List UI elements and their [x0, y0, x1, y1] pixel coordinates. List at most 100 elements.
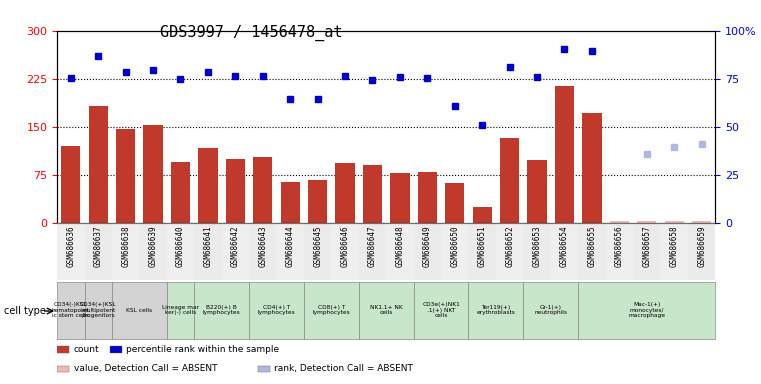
Text: NK1.1+ NK
cells: NK1.1+ NK cells: [370, 305, 403, 316]
Bar: [116, 129, 135, 223]
Bar: [688, 223, 715, 280]
Text: GSM686651: GSM686651: [478, 225, 487, 267]
Bar: [304, 281, 358, 339]
Text: GSM686654: GSM686654: [560, 225, 569, 267]
Bar: [167, 223, 194, 280]
Text: GSM686640: GSM686640: [176, 225, 185, 267]
Text: GSM686659: GSM686659: [697, 225, 706, 267]
Text: GSM686645: GSM686645: [313, 225, 322, 267]
Bar: [61, 146, 81, 223]
Text: GSM686657: GSM686657: [642, 225, 651, 267]
Bar: [57, 366, 69, 372]
Bar: [199, 148, 218, 223]
Text: CD4(+) T
lymphocytes: CD4(+) T lymphocytes: [258, 305, 295, 316]
Bar: [112, 223, 139, 280]
Bar: [414, 281, 469, 339]
Bar: [57, 223, 84, 280]
Text: CD34(-)KSL
hematopoiet
ic stem cells: CD34(-)KSL hematopoiet ic stem cells: [52, 302, 90, 318]
Bar: [390, 173, 409, 223]
Bar: [358, 223, 386, 280]
Text: percentile rank within the sample: percentile rank within the sample: [126, 345, 279, 354]
Bar: [112, 281, 167, 339]
Bar: [304, 223, 331, 280]
Text: CD34(+)KSL
multipotent
progenitors: CD34(+)KSL multipotent progenitors: [80, 302, 116, 318]
Bar: [582, 113, 601, 223]
Bar: [139, 223, 167, 280]
Text: GSM686639: GSM686639: [148, 225, 158, 267]
Bar: [249, 281, 304, 339]
Bar: [469, 223, 496, 280]
Text: GSM686644: GSM686644: [285, 225, 295, 267]
Text: GSM686658: GSM686658: [670, 225, 679, 267]
Bar: [578, 281, 715, 339]
Bar: [221, 223, 249, 280]
Bar: [276, 223, 304, 280]
Text: rank, Detection Call = ABSENT: rank, Detection Call = ABSENT: [274, 364, 413, 373]
Bar: [57, 281, 84, 339]
Bar: [308, 180, 327, 223]
Bar: [633, 223, 661, 280]
Text: Gr-1(+)
neutrophils: Gr-1(+) neutrophils: [534, 305, 567, 316]
Bar: [171, 162, 190, 223]
Bar: [445, 183, 464, 223]
Text: CD8(+) T
lymphocytes: CD8(+) T lymphocytes: [313, 305, 350, 316]
Bar: [110, 346, 122, 353]
Text: KSL cells: KSL cells: [126, 308, 152, 313]
Text: GSM686648: GSM686648: [396, 225, 404, 267]
Text: GSM686650: GSM686650: [451, 225, 460, 267]
Bar: [606, 223, 633, 280]
Bar: [336, 163, 355, 223]
Text: count: count: [74, 345, 99, 354]
Bar: [610, 221, 629, 223]
Bar: [386, 223, 414, 280]
Text: GSM686643: GSM686643: [258, 225, 267, 267]
Bar: [194, 281, 249, 339]
Text: cell type: cell type: [4, 306, 46, 316]
Bar: [555, 86, 574, 223]
Bar: [473, 207, 492, 223]
Text: GSM686636: GSM686636: [66, 225, 75, 267]
Bar: [664, 221, 684, 223]
Bar: [226, 159, 245, 223]
Bar: [441, 223, 469, 280]
Text: GSM686653: GSM686653: [533, 225, 542, 267]
Text: GSM686652: GSM686652: [505, 225, 514, 267]
Bar: [500, 138, 519, 223]
Text: Ter119(+)
erythroblasts: Ter119(+) erythroblasts: [476, 305, 515, 316]
Bar: [253, 157, 272, 223]
Bar: [418, 172, 437, 223]
Text: GSM686641: GSM686641: [203, 225, 212, 267]
Bar: [331, 223, 358, 280]
Text: value, Detection Call = ABSENT: value, Detection Call = ABSENT: [74, 364, 217, 373]
Bar: [524, 281, 578, 339]
Bar: [551, 223, 578, 280]
Text: GSM686642: GSM686642: [231, 225, 240, 267]
Text: Lineage mar
ker(-) cells: Lineage mar ker(-) cells: [162, 305, 199, 316]
Bar: [578, 223, 606, 280]
Bar: [258, 366, 269, 372]
Bar: [637, 221, 657, 223]
Bar: [281, 182, 300, 223]
Bar: [363, 165, 382, 223]
Text: GSM686647: GSM686647: [368, 225, 377, 267]
Bar: [194, 223, 221, 280]
Bar: [57, 346, 69, 353]
Bar: [84, 223, 112, 280]
Text: GSM686637: GSM686637: [94, 225, 103, 267]
Bar: [692, 221, 712, 223]
Bar: [249, 223, 276, 280]
Bar: [167, 281, 194, 339]
Bar: [496, 223, 524, 280]
Bar: [661, 223, 688, 280]
Bar: [469, 281, 524, 339]
Bar: [414, 223, 441, 280]
Bar: [358, 281, 414, 339]
Text: GSM686646: GSM686646: [341, 225, 349, 267]
Bar: [88, 106, 108, 223]
Bar: [524, 223, 551, 280]
Bar: [527, 160, 546, 223]
Text: GSM686649: GSM686649: [423, 225, 431, 267]
Text: GSM686656: GSM686656: [615, 225, 624, 267]
Text: Mac-1(+)
monocytes/
macrophage: Mac-1(+) monocytes/ macrophage: [629, 302, 665, 318]
Text: B220(+) B
lymphocytes: B220(+) B lymphocytes: [202, 305, 240, 316]
